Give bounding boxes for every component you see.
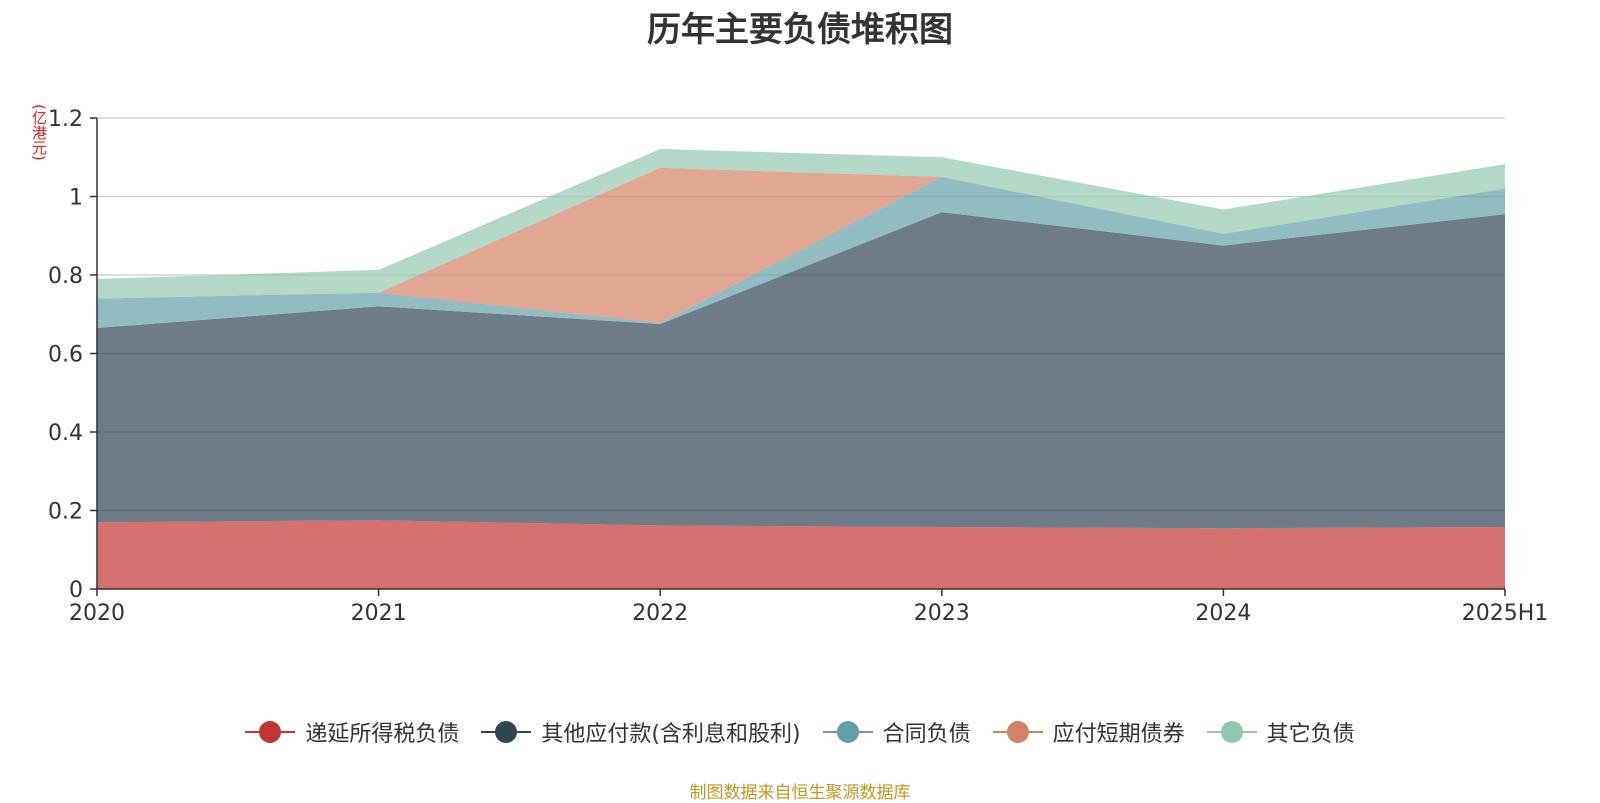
legend-item[interactable]: 其它负债 — [1206, 716, 1355, 748]
legend-label: 合同负债 — [882, 722, 971, 747]
legend-item[interactable]: 其他应付款(含利息和股利) — [481, 716, 801, 748]
source-note: 制图数据来自恒生聚源数据库 — [689, 783, 911, 803]
area-series-2 — [97, 212, 1505, 529]
axes: 0 0.2 0.4 0.6 0.8 1 1.2 2020 2021 2022 2023 2024 202… — [48, 107, 1548, 626]
y-tick-label: 0 — [69, 578, 83, 603]
legend-swatch — [245, 720, 296, 744]
area-series-3 — [97, 176, 1505, 328]
series-areas — [97, 149, 1505, 589]
legend-swatch — [1206, 720, 1257, 744]
x-tick-label: 2021 — [351, 601, 407, 626]
x-tick-label: 2025H1 — [1462, 601, 1549, 626]
legend-item[interactable]: 递延所得税负债 — [245, 716, 459, 748]
legend-swatch — [822, 720, 873, 744]
area-series-5 — [97, 149, 1505, 299]
y-tick-label: 1.2 — [48, 107, 83, 132]
y-tick-label: 0.6 — [48, 343, 83, 368]
y-axis-unit-label: (亿港元) — [30, 104, 48, 161]
legend-item[interactable]: 合同负债 — [822, 716, 971, 748]
legend-label: 应付短期债券 — [1052, 722, 1185, 747]
x-tick-label: 2024 — [1195, 601, 1251, 626]
x-tick-label: 2020 — [69, 601, 125, 626]
x-tick-label: 2023 — [914, 601, 970, 626]
legend-item[interactable]: 应付短期债券 — [992, 716, 1185, 748]
y-tick-label: 0.4 — [48, 421, 83, 446]
legend-label: 递延所得税负债 — [305, 722, 460, 747]
y-tick-label: 1 — [69, 186, 83, 211]
area-series-4 — [97, 167, 1505, 323]
area-series-1 — [97, 520, 1505, 589]
chart-title: 历年主要负债堆积图 — [647, 10, 953, 50]
legend-swatch — [992, 720, 1043, 744]
legend: 递延所得税负债 其他应付款(含利息和股利) 合同负债 应付短期债券 其它负债 — [0, 716, 1600, 748]
legend-swatch — [481, 720, 532, 744]
legend-label: 其它负债 — [1266, 722, 1355, 747]
legend-label: 其他应付款(含利息和股利) — [541, 722, 801, 747]
y-tick-label: 0.8 — [48, 264, 83, 289]
y-tick-label: 0.2 — [48, 500, 83, 525]
x-tick-label: 2022 — [632, 601, 688, 626]
